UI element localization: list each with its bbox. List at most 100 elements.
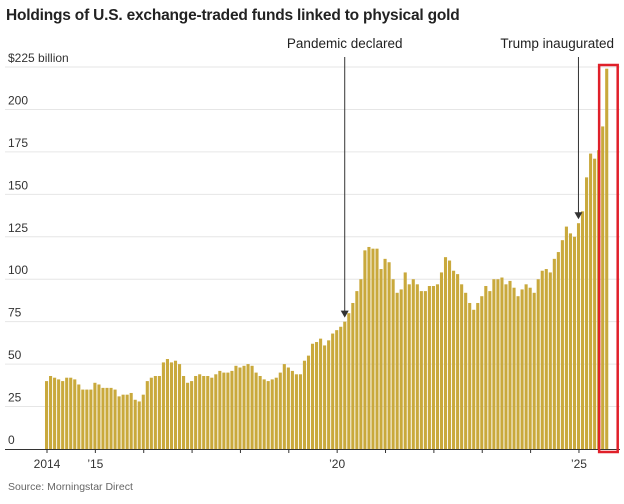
bar <box>254 372 258 449</box>
bar <box>153 375 157 449</box>
bar <box>480 296 484 449</box>
bar <box>387 262 391 449</box>
bar <box>117 396 121 449</box>
bar <box>101 387 105 449</box>
y-axis-labels: 0 25 50 75 100 125 150 175 200 $225 billion <box>8 51 69 447</box>
annotation-label: Trump inaugurated <box>500 36 614 51</box>
bar <box>310 343 315 449</box>
bar <box>520 289 524 449</box>
bar <box>585 177 589 449</box>
bar <box>298 374 302 449</box>
bar <box>443 257 448 449</box>
bar <box>528 287 532 449</box>
bar <box>315 342 319 449</box>
bar <box>302 360 307 449</box>
bar <box>403 272 407 449</box>
x-tick-label: 2014 <box>34 457 61 471</box>
x-tick-label: ’15 <box>87 457 103 471</box>
bar <box>246 364 250 449</box>
bar <box>182 375 186 449</box>
bar <box>145 381 149 449</box>
bar <box>45 381 49 449</box>
bar <box>234 365 238 449</box>
y-tick-label: 150 <box>8 178 28 192</box>
bar <box>564 226 568 449</box>
bar <box>81 389 85 449</box>
bar <box>556 252 560 449</box>
bar <box>484 286 488 449</box>
bar <box>371 248 375 449</box>
y-tick-label: 125 <box>8 221 28 235</box>
bar <box>456 274 460 449</box>
bar <box>149 377 153 449</box>
bar <box>472 309 476 449</box>
bar <box>129 392 133 449</box>
bar <box>343 321 347 449</box>
bar <box>452 270 456 449</box>
bar <box>367 246 371 449</box>
bar <box>335 330 339 449</box>
bars <box>45 68 609 450</box>
bar <box>508 280 512 449</box>
bar <box>540 270 544 449</box>
bar <box>319 338 323 449</box>
bar <box>427 286 431 449</box>
x-axis: 2014 ’15 ’20 ’25 <box>5 449 620 471</box>
bar <box>532 292 536 449</box>
bar <box>500 277 504 449</box>
bar <box>242 365 246 449</box>
bar <box>383 258 387 449</box>
bar <box>173 360 178 449</box>
bar <box>593 158 597 449</box>
bar <box>262 379 266 449</box>
bar <box>226 372 230 449</box>
bar <box>580 211 585 449</box>
bar <box>560 240 564 449</box>
bar <box>351 302 355 449</box>
bar <box>105 387 109 449</box>
bar <box>165 359 169 449</box>
y-tick-label: 75 <box>8 306 22 320</box>
bar <box>230 370 234 449</box>
bar <box>419 291 423 449</box>
bar <box>270 379 274 449</box>
y-tick-label: 100 <box>8 263 28 277</box>
bar <box>157 375 161 449</box>
y-tick-label: $225 billion <box>8 51 69 65</box>
bar <box>572 236 577 449</box>
bar <box>423 291 427 449</box>
bar <box>73 379 77 449</box>
bar <box>93 382 97 449</box>
bar <box>109 387 113 449</box>
bar <box>476 302 480 449</box>
arrow-head-icon <box>574 212 583 220</box>
bar <box>544 269 548 449</box>
bar <box>177 364 182 449</box>
bar <box>355 291 359 449</box>
bar <box>306 355 311 449</box>
bar <box>69 377 73 449</box>
annotation-label: Pandemic declared <box>287 36 403 51</box>
y-tick-label: 50 <box>8 348 22 362</box>
bar <box>347 313 351 449</box>
bar <box>460 284 464 449</box>
bar <box>49 375 53 449</box>
bar <box>214 374 218 449</box>
x-tick-label: ’25 <box>571 457 587 471</box>
bar <box>113 389 117 449</box>
bar <box>250 365 254 449</box>
bar <box>464 292 468 449</box>
bar <box>407 284 411 449</box>
bar <box>576 223 581 449</box>
bar <box>97 384 101 449</box>
bar <box>395 292 399 449</box>
arrow-head-icon <box>340 310 349 318</box>
bar <box>278 372 282 449</box>
bar <box>339 326 343 449</box>
bar <box>161 362 165 449</box>
bar <box>294 374 298 449</box>
bar <box>435 284 440 449</box>
bar <box>601 126 605 449</box>
bar <box>125 394 129 449</box>
